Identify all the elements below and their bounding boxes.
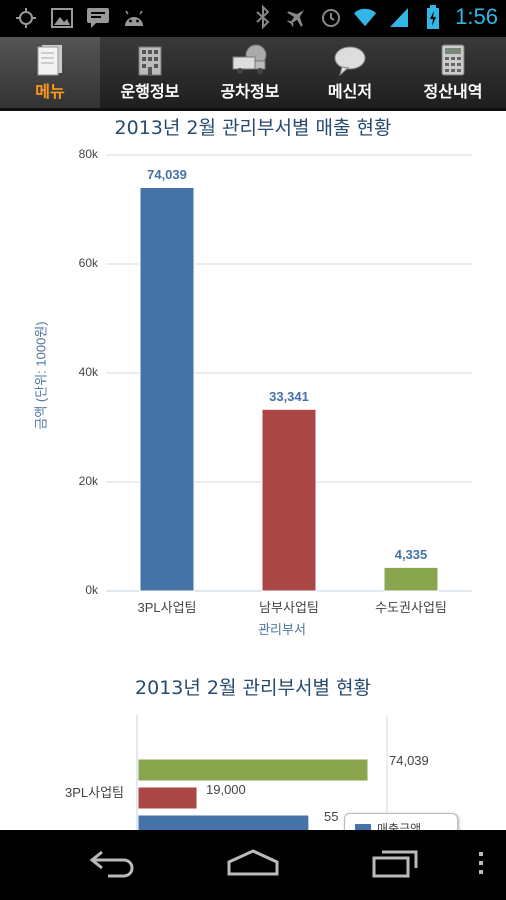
truck-icon bbox=[230, 43, 270, 81]
x-tick-label: 수도권사업팀 bbox=[375, 600, 447, 615]
document-icon bbox=[36, 43, 64, 81]
chart-legend[interactable]: 매출금액 bbox=[344, 813, 458, 830]
tab-settlement[interactable]: 정산내역 bbox=[400, 37, 506, 108]
y-tick-label: 80k bbox=[78, 147, 98, 161]
data-label: 19,000 bbox=[206, 782, 246, 797]
tab-label: 메신저 bbox=[327, 82, 373, 101]
sales-bar-chart bbox=[106, 154, 472, 592]
tab-operation-info[interactable]: 운행정보 bbox=[100, 37, 200, 108]
signal-icon bbox=[387, 5, 411, 29]
bar[interactable] bbox=[383, 566, 439, 592]
data-label: 55 bbox=[324, 809, 339, 824]
tab-label: 정산내역 bbox=[423, 82, 483, 101]
legend-label: 매출금액 bbox=[377, 822, 422, 830]
wifi-icon bbox=[353, 5, 377, 29]
bar[interactable] bbox=[137, 786, 198, 810]
alarm-icon bbox=[319, 5, 343, 29]
y-tick-label: 40k bbox=[78, 365, 98, 379]
sales-chart: 2013년 2월 관리부서별 매출 현황 금액 (단위: 1000원) 관리부서… bbox=[22, 111, 484, 656]
tab-label: 공차정보 bbox=[220, 82, 280, 101]
y-tick-label: 60k bbox=[78, 256, 98, 270]
tab-bar: 메뉴 운행정보 공차정보 메신저 정산내역 bbox=[0, 37, 506, 111]
y-tick-label: 0k bbox=[85, 583, 98, 597]
tab-messenger[interactable]: 메신저 bbox=[300, 37, 400, 108]
airplane-icon bbox=[285, 5, 309, 29]
data-label: 74,039 bbox=[389, 753, 429, 768]
tab-empty-truck-info[interactable]: 공차정보 bbox=[200, 37, 300, 108]
tab-menu[interactable]: 메뉴 bbox=[0, 37, 100, 108]
android-icon bbox=[122, 6, 146, 30]
y-axis-label: 금액 (단위: 1000원) bbox=[33, 321, 49, 430]
navigation-bar bbox=[0, 830, 506, 900]
home-icon[interactable] bbox=[226, 848, 280, 882]
content-area[interactable]: 2013년 2월 관리부서별 매출 현황 금액 (단위: 1000원) 관리부서… bbox=[0, 111, 506, 830]
gps-icon bbox=[14, 6, 38, 30]
recent-apps-icon[interactable] bbox=[370, 848, 420, 882]
notification-icons bbox=[14, 6, 146, 30]
battery-icon bbox=[421, 5, 445, 29]
bluetooth-icon bbox=[251, 5, 275, 29]
bar[interactable] bbox=[261, 408, 317, 592]
message-icon bbox=[86, 6, 110, 30]
chart-title: 2013년 2월 관리부서별 현황 bbox=[135, 677, 371, 699]
status-bar: 1:56 bbox=[0, 0, 506, 37]
x-tick-label: 3PL사업팀 bbox=[137, 600, 197, 615]
gallery-icon bbox=[50, 6, 74, 30]
data-label: 33,341 bbox=[269, 389, 309, 405]
data-label: 74,039 bbox=[147, 167, 187, 183]
dept-hbar-chart bbox=[136, 715, 388, 830]
tab-label: 메뉴 bbox=[35, 82, 65, 101]
overflow-menu-icon[interactable] bbox=[476, 848, 486, 882]
bar[interactable] bbox=[137, 814, 310, 830]
bar[interactable] bbox=[139, 186, 195, 592]
calculator-icon bbox=[440, 43, 466, 81]
x-tick-label: 남부사업팀 bbox=[259, 600, 319, 615]
back-icon[interactable] bbox=[88, 848, 138, 882]
chart-title: 2013년 2월 관리부서별 매출 현황 bbox=[114, 117, 392, 139]
x-axis-label: 관리부서 bbox=[258, 622, 306, 637]
bar[interactable] bbox=[137, 758, 369, 782]
y-tick-label: 20k bbox=[78, 474, 98, 488]
category-label: 3PL사업팀 bbox=[64, 785, 124, 800]
system-icons: 1:56 bbox=[251, 4, 498, 30]
dept-status-chart: 2013년 2월 관리부서별 현황 3PL사업팀 74,039 19,000 5… bbox=[22, 659, 484, 830]
clock: 1:56 bbox=[455, 4, 498, 29]
chat-bubble-icon bbox=[332, 43, 368, 81]
legend-swatch bbox=[355, 824, 371, 830]
tab-label: 운행정보 bbox=[120, 82, 180, 101]
data-label: 4,335 bbox=[394, 547, 428, 563]
building-icon bbox=[133, 43, 167, 81]
